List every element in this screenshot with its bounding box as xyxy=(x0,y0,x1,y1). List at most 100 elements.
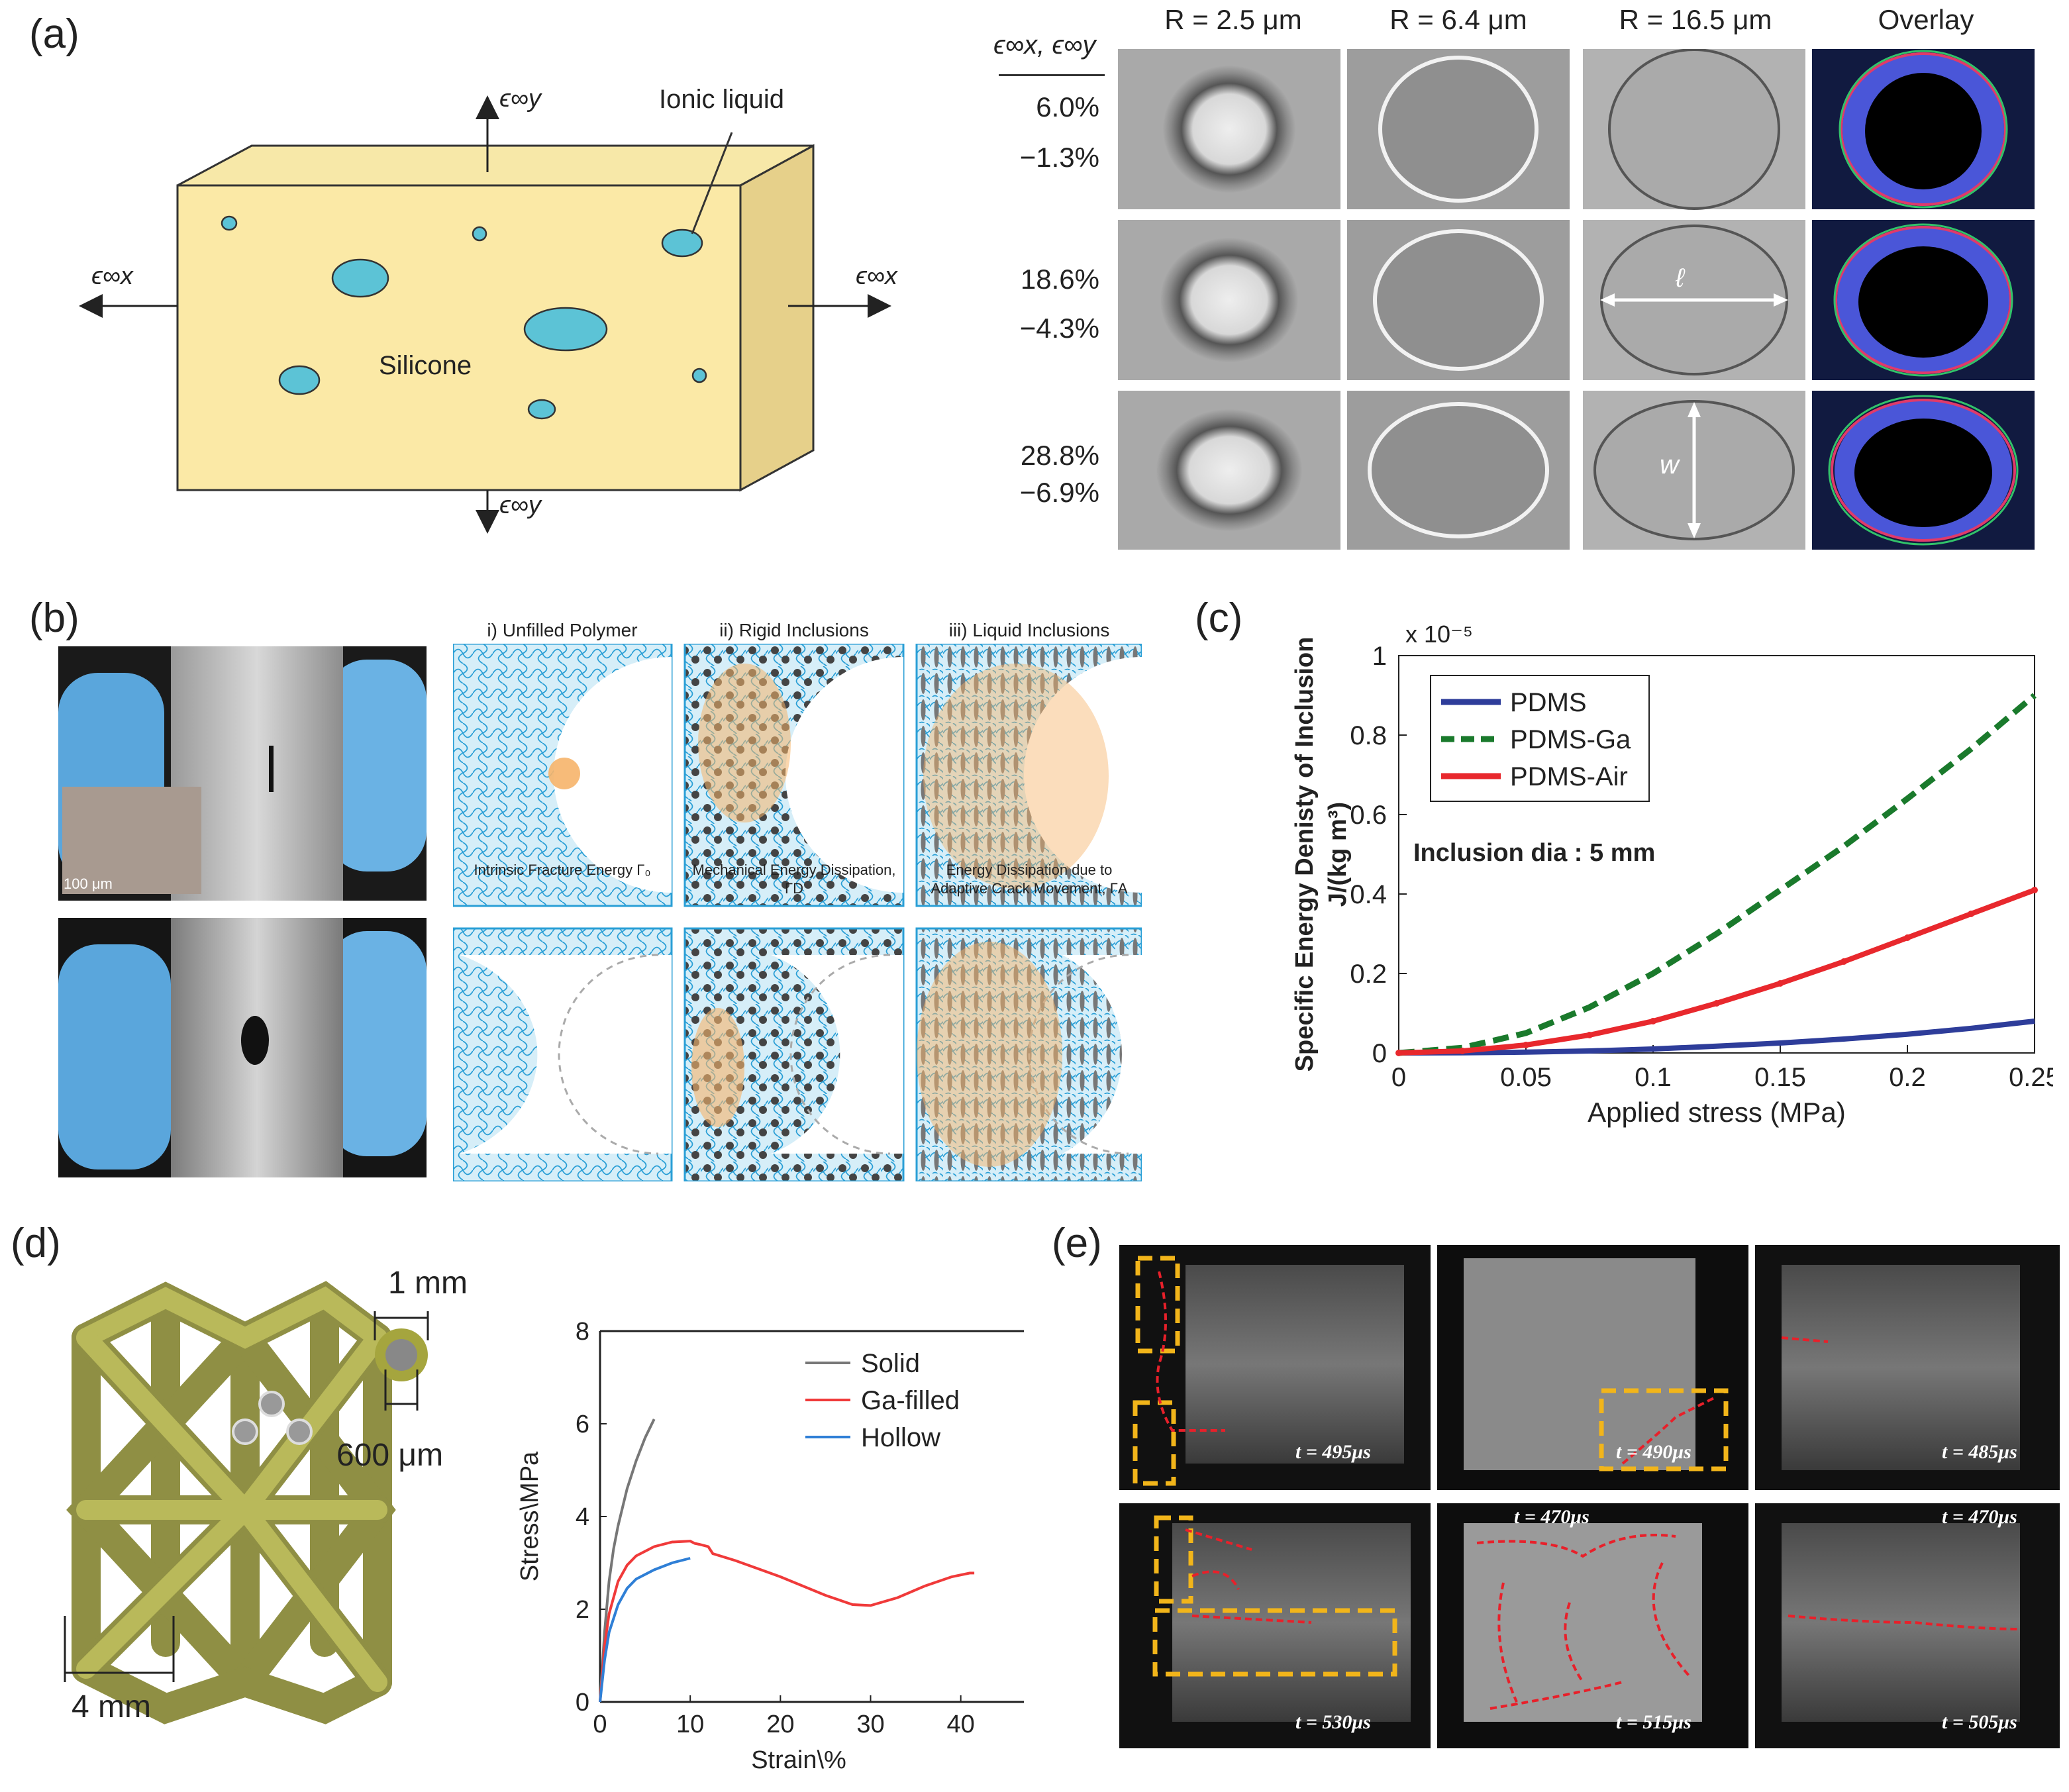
ex-left-label: ϵ∞x xyxy=(91,262,133,290)
high-speed-frames xyxy=(1119,1245,2060,1748)
x-tick-label: 0.25 xyxy=(2009,1063,2053,1092)
dim-1mm: 1 mm xyxy=(388,1266,468,1301)
x-tick-label: 40 xyxy=(947,1711,975,1738)
x-axis-label: Strain\% xyxy=(751,1746,846,1774)
series-line-solid xyxy=(599,1419,656,1703)
row1-ey: −1.3% xyxy=(1019,142,1099,173)
unfilled-polymer-top xyxy=(453,644,673,907)
series-point xyxy=(1904,934,1911,941)
panel-label-d: (d) xyxy=(11,1220,61,1266)
y-tick-label: 4 xyxy=(576,1503,589,1531)
rigid-inclusions-bottom xyxy=(683,927,905,1181)
legend-label: Hollow xyxy=(861,1423,940,1452)
y-tick-label: 8 xyxy=(576,1318,589,1346)
legend-label: PDMS xyxy=(1510,688,1587,717)
y-tick-label: 0.8 xyxy=(1350,721,1387,750)
time-5: t = 515μs xyxy=(1616,1711,1691,1733)
y-tick-label: 0.2 xyxy=(1350,960,1387,989)
liquid-inclusions-bottom xyxy=(915,927,1142,1181)
block-side-face xyxy=(739,144,815,492)
x-tick-label: 20 xyxy=(766,1711,794,1738)
y-tick-label: 0.6 xyxy=(1350,801,1387,830)
silicone-label: Silicone xyxy=(379,351,472,380)
legend-label: PDMS-Air xyxy=(1510,762,1628,791)
series-point xyxy=(1523,1042,1529,1048)
inclusion-annotation: Inclusion dia : 5 mm xyxy=(1413,839,1655,867)
x-tick-label: 30 xyxy=(856,1711,884,1738)
dim-600um: 600 μm xyxy=(336,1438,444,1473)
time-8: t = 470μs xyxy=(1942,1506,2017,1528)
mech-title-2: ii) Rigid Inclusions xyxy=(719,620,869,640)
series-point xyxy=(2031,887,2038,893)
y-tick-label: 0 xyxy=(1372,1039,1387,1068)
legend-label: Ga-filled xyxy=(861,1386,960,1415)
time-1: t = 495μs xyxy=(1295,1441,1371,1463)
series-point xyxy=(1459,1048,1466,1054)
strain-header-rule xyxy=(999,74,1105,76)
row3-ex: 28.8% xyxy=(1020,440,1099,471)
liquid-inclusions-top xyxy=(915,644,1142,907)
series-line-pdms-ga xyxy=(1398,693,2037,1056)
x-tick-label: 0 xyxy=(593,1711,607,1738)
y-tick-label: 0.4 xyxy=(1350,880,1387,909)
series-line-ga-filled xyxy=(599,1540,975,1703)
series-line-hollow xyxy=(599,1557,691,1703)
y-tick-label: 6 xyxy=(576,1411,589,1438)
ionic-liquid-droplets xyxy=(221,215,707,420)
x-tick-label: 10 xyxy=(676,1711,704,1738)
x-tick-label: 0.2 xyxy=(1889,1063,1926,1092)
series-point xyxy=(1968,911,1974,917)
y-tick-label: 2 xyxy=(576,1596,589,1624)
col-header-overlay: Overlay xyxy=(1878,4,1974,35)
series-line-pdms xyxy=(1398,1019,2035,1056)
rigid-inclusions-top xyxy=(683,644,905,907)
ionic-liquid-label: Ionic liquid xyxy=(659,85,785,114)
silicone-block-schematic xyxy=(79,95,891,534)
x-tick-label: 0 xyxy=(1391,1063,1406,1092)
photo-holed-sheet xyxy=(58,918,427,1177)
col-header-r25: R = 2.5 μm xyxy=(1164,4,1302,35)
row2-ey: −4.3% xyxy=(1019,313,1099,344)
series-point xyxy=(1841,958,1847,965)
x-tick-label: 0.05 xyxy=(1500,1063,1552,1092)
panel-label-b: (b) xyxy=(29,595,79,641)
mech-caption-2: Mechanical Energy Dissipation, ΓD xyxy=(692,862,896,897)
time-4: t = 530μs xyxy=(1295,1711,1371,1733)
mech-title-3: iii) Liquid Inclusions xyxy=(948,620,1110,640)
scale-bar-label: 100 μm xyxy=(64,875,113,892)
chart-energy-density: 0 0.05 0.1 0.15 0.2 0.25 0 0.2 0.4 0.6 0.8 1 x 10⁻⁵ A… xyxy=(1291,621,2053,1128)
ey-bottom-label: ϵ∞y xyxy=(499,491,541,519)
time-6: t = 505μs xyxy=(1942,1711,2017,1733)
mech-caption-3: Energy Dissipation due to Adaptive Crack… xyxy=(931,862,1128,897)
series-point xyxy=(1713,1000,1720,1007)
mech-title-1: i) Unfilled Polymer xyxy=(487,620,638,640)
series-point xyxy=(1777,980,1784,987)
series-point xyxy=(1395,1050,1402,1056)
time-7: t = 470μs xyxy=(1514,1506,1590,1528)
micrograph-grid xyxy=(1118,49,2035,550)
col-header-r64: R = 6.4 μm xyxy=(1389,4,1527,35)
panel-label-c: (c) xyxy=(1195,595,1243,641)
ex-right-label: ϵ∞x xyxy=(856,262,897,290)
ey-top-label: ϵ∞y xyxy=(499,85,541,113)
y-exponent-label: x 10⁻⁵ xyxy=(1405,621,1473,648)
ell-label: ℓ xyxy=(1676,264,1684,293)
x-axis-label: Applied stress (MPa) xyxy=(1588,1097,1846,1128)
y-axis-unit: J/(kg m³) xyxy=(1324,802,1352,907)
time-2: t = 490μs xyxy=(1616,1441,1691,1463)
col-header-r165: R = 16.5 μm xyxy=(1619,4,1772,35)
block-front-face xyxy=(176,184,742,491)
unfilled-polymer-bottom xyxy=(453,927,673,1181)
y-axis-label: Stress\MPa xyxy=(516,1451,544,1581)
dim-4mm: 4 mm xyxy=(72,1689,151,1724)
series-point xyxy=(1650,1018,1656,1024)
panel-label-a: (a) xyxy=(29,11,79,57)
fracture-mechanism-diagrams xyxy=(453,644,1142,1181)
y-axis-label: Specific Energy Denisty of Inclusion xyxy=(1291,637,1319,1072)
w-label: w xyxy=(1660,450,1679,479)
row3-ey: −6.9% xyxy=(1019,477,1099,508)
lattice-rendering xyxy=(64,1281,429,1724)
y-tick-label: 0 xyxy=(576,1689,589,1717)
y-tick-label: 1 xyxy=(1372,642,1387,671)
x-tick-label: 0.15 xyxy=(1754,1063,1806,1092)
